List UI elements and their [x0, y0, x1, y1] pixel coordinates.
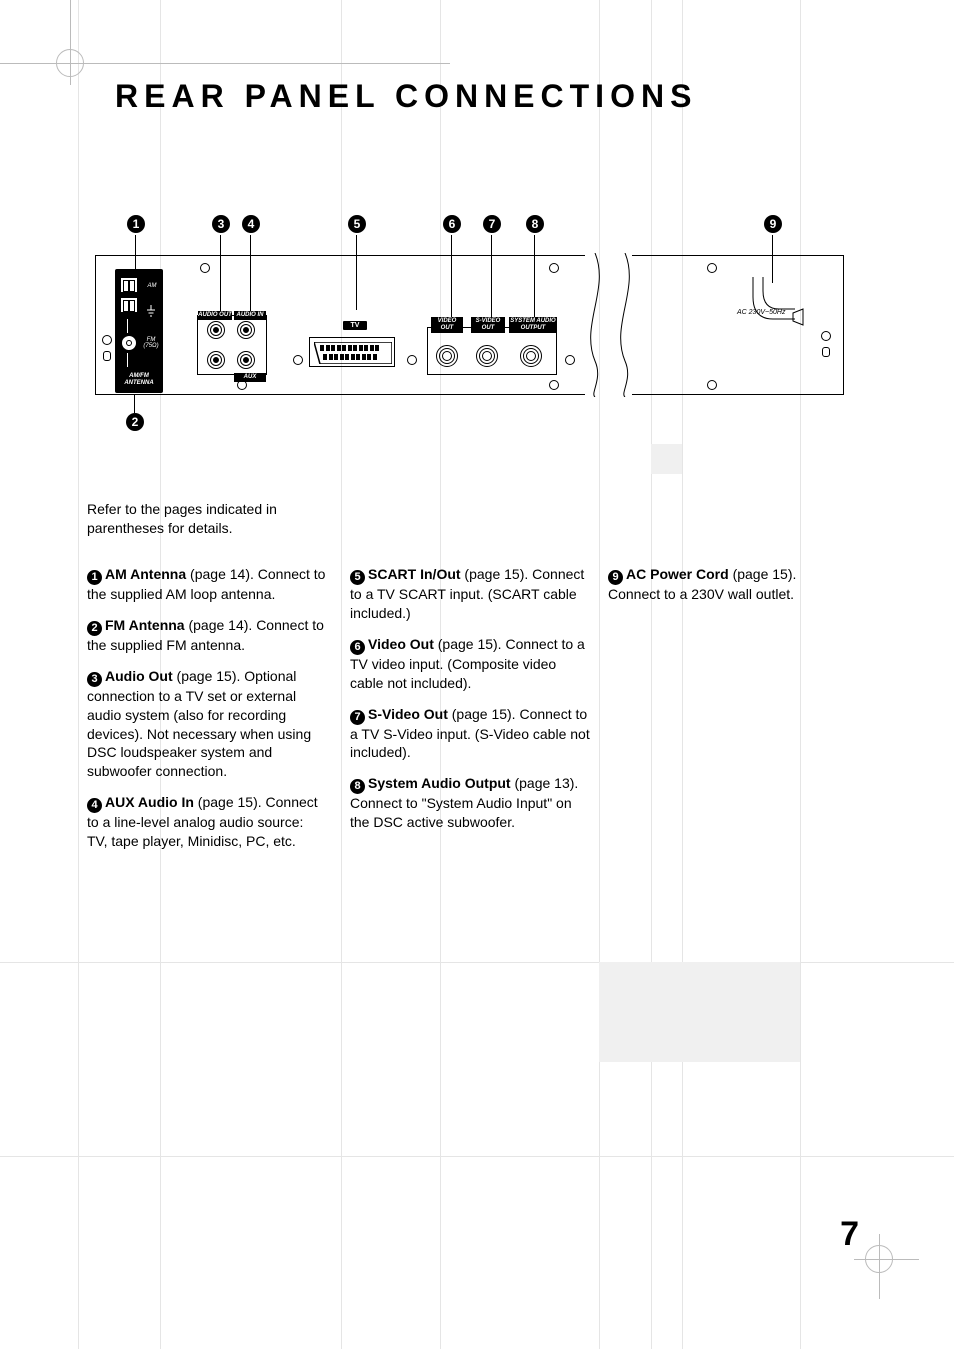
- intro-text: Refer to the pages indicated in parenthe…: [87, 500, 287, 538]
- screw-icon: [200, 263, 210, 273]
- panel-frame-right: [632, 255, 844, 395]
- item-8: 8System Audio Output (page 13). Connect …: [350, 774, 590, 832]
- grid-line: [0, 962, 954, 963]
- screw-icon: [293, 355, 303, 365]
- fm-jack: [121, 335, 137, 351]
- am-spring-terminal: [120, 277, 138, 293]
- fm-label: FM (75Ω): [140, 337, 162, 349]
- scart-connector: [309, 337, 395, 367]
- rca-jack: [237, 351, 255, 369]
- callout-7: 7: [482, 215, 502, 233]
- callout-5: 5: [347, 215, 367, 233]
- screw-icon: [821, 331, 831, 341]
- page: REAR PANEL CONNECTIONS 1 3 4 5 6 7 8 9: [0, 0, 954, 1349]
- rca-jack: [237, 321, 255, 339]
- slot-icon: [822, 347, 830, 357]
- callout-6: 6: [442, 215, 462, 233]
- callout-9: 9: [763, 215, 783, 233]
- lead-line: [127, 319, 128, 333]
- screw-icon: [549, 263, 559, 273]
- grid-line: [78, 0, 79, 1349]
- screw-icon: [407, 355, 417, 365]
- system-audio-header: SYSTEM AUDIO OUTPUT: [509, 317, 557, 333]
- item-7: 7S-Video Out (page 15). Connect to a TV …: [350, 705, 590, 763]
- page-title: REAR PANEL CONNECTIONS: [115, 78, 697, 115]
- am-label: AM: [143, 283, 161, 289]
- grid-line: [682, 0, 683, 1349]
- page-number: 7: [840, 1215, 859, 1254]
- system-audio-jack: [520, 345, 542, 367]
- column-2: 5SCART In/Out (page 15). Connect to a TV…: [350, 565, 590, 844]
- grid-line: [599, 0, 600, 1349]
- item-5: 5SCART In/Out (page 15). Connect to a TV…: [350, 565, 590, 623]
- audio-in-header: AUDIO IN: [234, 311, 266, 320]
- item-1: 1AM Antenna (page 14). Connect to the su…: [87, 565, 327, 604]
- callout-3: 3: [211, 215, 231, 233]
- screw-icon: [565, 355, 575, 365]
- grid-line: [0, 1156, 954, 1157]
- crop-mark-tl: [35, 28, 105, 98]
- amfm-antenna-label: AM/FM ANTENNA: [117, 373, 161, 387]
- rca-jack: [207, 321, 225, 339]
- callout-8: 8: [525, 215, 545, 233]
- ground-icon: [146, 305, 156, 317]
- column-1: 1AM Antenna (page 14). Connect to the su…: [87, 565, 327, 863]
- callout-2: 2: [125, 413, 145, 431]
- video-out-header: VIDEO OUT: [431, 317, 463, 333]
- grid-line: [341, 0, 342, 1349]
- screw-icon: [549, 380, 559, 390]
- slot-icon: [103, 351, 111, 361]
- aux-label: AUX: [234, 373, 266, 382]
- screw-icon: [707, 380, 717, 390]
- svideo-out-header: S-VIDEO OUT: [471, 317, 505, 333]
- item-3: 3Audio Out (page 15). Optional connectio…: [87, 667, 327, 781]
- panel: AM FM (75Ω) AM/FM ANTENNA AUDIO OUT AUDI…: [87, 255, 867, 400]
- video-out-jack: [436, 345, 458, 367]
- item-9: 9AC Power Cord (page 15). Connect to a 2…: [608, 565, 848, 604]
- panel-break-icon: [585, 253, 635, 397]
- ac-cord-icon: [745, 277, 805, 337]
- column-3: 9AC Power Cord (page 15). Connect to a 2…: [608, 565, 848, 616]
- callout-4: 4: [241, 215, 261, 233]
- grid-line: [651, 0, 652, 1349]
- audio-out-header: AUDIO OUT: [198, 311, 232, 320]
- screw-icon: [102, 335, 112, 345]
- callout-1: 1: [126, 215, 146, 233]
- lead-line: [127, 353, 128, 367]
- screw-icon: [707, 263, 717, 273]
- tv-label: TV: [343, 321, 367, 330]
- grid-box: [651, 444, 682, 474]
- svideo-out-jack: [476, 345, 498, 367]
- am-spring-terminal: [120, 297, 138, 313]
- rear-panel-diagram: 1 3 4 5 6 7 8 9: [87, 215, 867, 445]
- rca-jack: [207, 351, 225, 369]
- grid-box: [599, 962, 800, 1062]
- grid-line: [800, 0, 801, 1349]
- item-2: 2FM Antenna (page 14). Connect to the su…: [87, 616, 327, 655]
- l-label: L: [199, 325, 203, 332]
- item-6: 6Video Out (page 15). Connect to a TV vi…: [350, 635, 590, 693]
- r-label: R: [199, 355, 204, 362]
- item-4: 4AUX Audio In (page 15). Connect to a li…: [87, 793, 327, 851]
